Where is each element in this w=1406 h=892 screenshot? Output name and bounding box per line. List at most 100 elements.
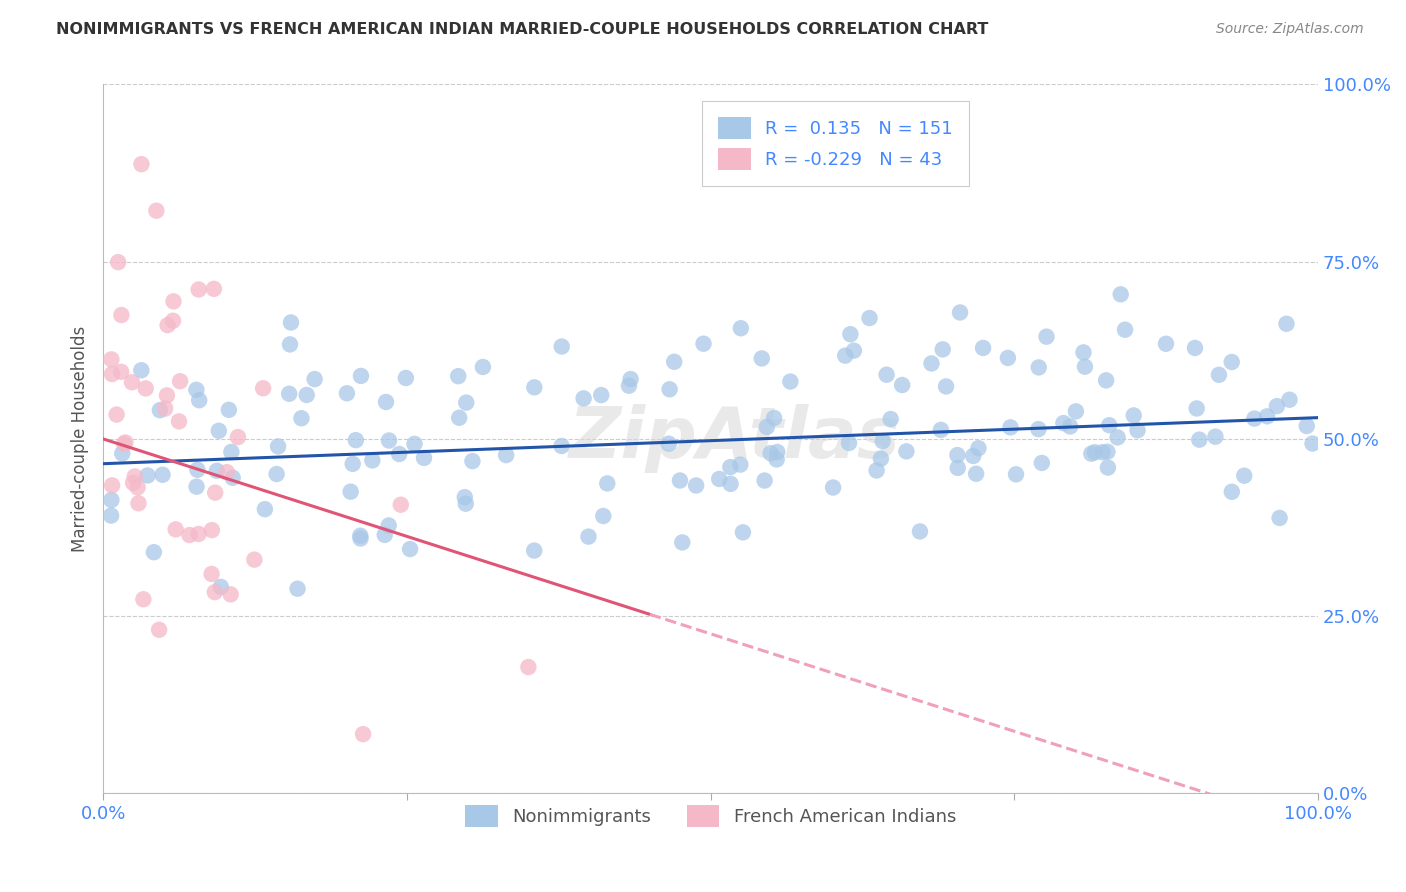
Point [997, 351, 1019, 365]
Point [1064, 404, 1087, 418]
Point [204, 485, 226, 500]
Point [114, 435, 136, 450]
Point [1243, 411, 1265, 425]
Point [755, 420, 778, 434]
Point [200, 566, 222, 581]
Point [350, 368, 373, 383]
Point [169, 374, 191, 388]
Point [278, 337, 301, 351]
Point [1220, 484, 1243, 499]
Point [215, 465, 238, 479]
Point [219, 587, 242, 601]
Point [152, 467, 174, 482]
Point [592, 508, 614, 523]
Point [243, 552, 266, 566]
Point [664, 355, 686, 369]
Point [290, 411, 312, 425]
Point [759, 446, 782, 460]
Point [1035, 329, 1057, 343]
Point [352, 727, 374, 741]
Point [779, 375, 801, 389]
Point [253, 502, 276, 516]
Point [872, 434, 894, 448]
Point [218, 402, 240, 417]
Point [349, 529, 371, 543]
Point [946, 448, 969, 462]
Point [226, 430, 249, 444]
Point [110, 308, 132, 322]
Point [967, 441, 990, 455]
Point [202, 282, 225, 296]
Point [187, 527, 209, 541]
Point [766, 445, 789, 459]
Point [685, 478, 707, 492]
Point [591, 388, 613, 402]
Point [1109, 287, 1132, 301]
Point [1095, 373, 1118, 387]
Point [596, 476, 619, 491]
Point [111, 446, 134, 460]
Point [731, 525, 754, 540]
Point [1184, 341, 1206, 355]
Point [671, 535, 693, 549]
Point [100, 493, 122, 508]
Point [1080, 447, 1102, 461]
Point [946, 461, 969, 475]
Point [1107, 430, 1129, 444]
Point [669, 474, 692, 488]
Point [110, 365, 132, 379]
Point [838, 436, 860, 450]
Point [266, 467, 288, 481]
Point [572, 392, 595, 406]
Point [1256, 409, 1278, 424]
Point [751, 351, 773, 366]
Point [1185, 401, 1208, 416]
Point [876, 368, 898, 382]
Point [179, 528, 201, 542]
Point [720, 476, 742, 491]
Point [1208, 368, 1230, 382]
Point [449, 410, 471, 425]
Point [932, 343, 955, 357]
Point [1233, 468, 1256, 483]
Legend: Nonimmigrants, French American Indians: Nonimmigrants, French American Indians [458, 797, 963, 834]
Point [454, 497, 477, 511]
Point [1073, 345, 1095, 359]
Point [1005, 467, 1028, 482]
Point [201, 523, 224, 537]
Point [187, 283, 209, 297]
Point [122, 475, 145, 490]
Point [100, 352, 122, 367]
Point [1204, 430, 1226, 444]
Point [517, 660, 540, 674]
Point [278, 386, 301, 401]
Point [1188, 433, 1211, 447]
Point [879, 412, 901, 426]
Point [132, 592, 155, 607]
Point [842, 343, 865, 358]
Point [153, 401, 176, 416]
Point [692, 336, 714, 351]
Point [1265, 399, 1288, 413]
Point [336, 386, 359, 401]
Point [658, 436, 681, 450]
Point [1295, 419, 1317, 434]
Point [100, 508, 122, 523]
Point [935, 379, 957, 393]
Point [620, 372, 643, 386]
Point [617, 378, 640, 392]
Point [1220, 355, 1243, 369]
Point [454, 490, 477, 504]
Point [252, 381, 274, 395]
Point [389, 498, 412, 512]
Point [823, 481, 845, 495]
Point [377, 518, 399, 533]
Point [965, 467, 987, 481]
Point [870, 451, 893, 466]
Point [550, 439, 572, 453]
Point [399, 542, 422, 557]
Point [162, 314, 184, 328]
Point [865, 463, 887, 477]
Point [188, 393, 211, 408]
Point [156, 388, 179, 402]
